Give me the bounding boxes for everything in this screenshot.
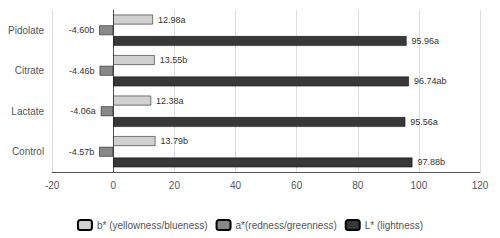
svg-text:95.56a: 95.56a xyxy=(410,117,438,127)
svg-text:L* (lightness): L* (lightness) xyxy=(365,220,423,231)
svg-text:a*(redness/greenness): a*(redness/greenness) xyxy=(236,220,337,231)
svg-text:Control: Control xyxy=(12,146,44,157)
svg-text:-4.57b: -4.57b xyxy=(69,147,95,157)
svg-text:Lactate: Lactate xyxy=(11,106,44,117)
svg-text:13.55b: 13.55b xyxy=(160,55,188,65)
svg-text:120: 120 xyxy=(472,180,489,191)
svg-text:b* (yellowness/blueness): b* (yellowness/blueness) xyxy=(97,220,208,231)
svg-text:12.38a: 12.38a xyxy=(156,96,184,106)
svg-text:97.88b: 97.88b xyxy=(417,157,445,167)
svg-text:0: 0 xyxy=(110,180,116,191)
svg-text:96.74ab: 96.74ab xyxy=(414,76,447,86)
svg-text:100: 100 xyxy=(411,180,428,191)
svg-text:60: 60 xyxy=(291,180,303,191)
svg-text:40: 40 xyxy=(230,180,242,191)
svg-text:-4.60b: -4.60b xyxy=(69,25,95,35)
svg-text:12.98a: 12.98a xyxy=(158,15,186,25)
svg-text:Citrate: Citrate xyxy=(15,65,45,76)
svg-text:-4.46b: -4.46b xyxy=(69,66,95,76)
svg-text:80: 80 xyxy=(352,180,364,191)
svg-text:-20: -20 xyxy=(45,180,60,191)
svg-text:13.79b: 13.79b xyxy=(160,136,188,146)
svg-text:Pidolate: Pidolate xyxy=(8,25,45,36)
svg-text:95.96a: 95.96a xyxy=(412,36,440,46)
svg-text:20: 20 xyxy=(169,180,181,191)
svg-text:-4.06a: -4.06a xyxy=(70,106,96,116)
